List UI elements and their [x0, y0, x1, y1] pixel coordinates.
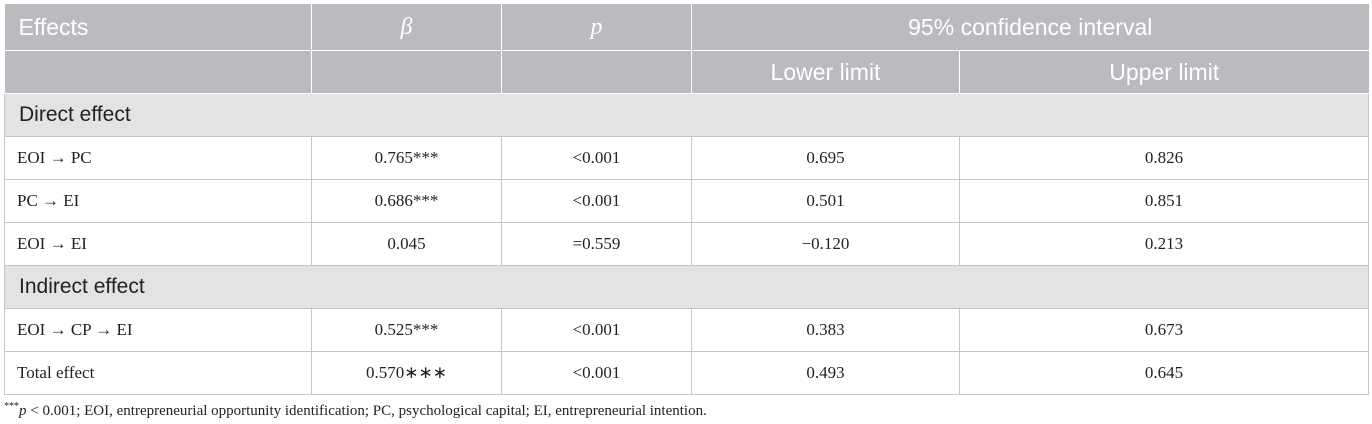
- header-blank: [501, 50, 692, 94]
- footnote-p: p: [19, 403, 27, 419]
- cell-beta: 0.045: [311, 222, 502, 266]
- header-effects: Effects: [4, 4, 312, 51]
- cell-beta: 0.525***: [311, 308, 502, 352]
- section-title-indirect: Indirect effect: [4, 265, 1369, 309]
- cell-effect: EOI → EI: [4, 222, 312, 266]
- cell-upper: 0.213: [959, 222, 1369, 266]
- cell-lower: 0.383: [691, 308, 960, 352]
- cell-p: <0.001: [501, 351, 692, 395]
- cell-effect: Total effect: [4, 351, 312, 395]
- cell-upper: 0.673: [959, 308, 1369, 352]
- table-container: Effects β p 95% confidence interval Lowe…: [4, 4, 1369, 420]
- cell-lower: −0.120: [691, 222, 960, 266]
- cell-lower: 0.493: [691, 351, 960, 395]
- section-row: Indirect effect: [4, 265, 1369, 309]
- header-ci: 95% confidence interval: [691, 4, 1369, 51]
- cell-lower: 0.695: [691, 136, 960, 180]
- section-row: Direct effect: [4, 93, 1369, 137]
- table-row: EOI → CP → EI 0.525*** <0.001 0.383 0.67…: [4, 308, 1369, 352]
- table-footnote: ***p < 0.001; EOI, entrepreneurial oppor…: [4, 401, 1368, 420]
- header-upper-limit: Upper limit: [959, 50, 1369, 94]
- cell-effect: EOI → PC: [4, 136, 312, 180]
- section-title-direct: Direct effect: [4, 93, 1369, 137]
- footnote-stars: ***: [4, 401, 19, 412]
- cell-beta: 0.570∗∗∗: [311, 351, 502, 395]
- header-p: p: [501, 4, 692, 51]
- cell-p: <0.001: [501, 179, 692, 223]
- cell-upper: 0.645: [959, 351, 1369, 395]
- header-beta: β: [311, 4, 502, 51]
- cell-lower: 0.501: [691, 179, 960, 223]
- cell-upper: 0.851: [959, 179, 1369, 223]
- cell-effect: PC → EI: [4, 179, 312, 223]
- header-blank: [4, 50, 312, 94]
- cell-effect: EOI → CP → EI: [4, 308, 312, 352]
- table-row: EOI → EI 0.045 =0.559 −0.120 0.213: [4, 222, 1369, 266]
- header-blank: [311, 50, 502, 94]
- cell-beta: 0.686***: [311, 179, 502, 223]
- footnote-text: < 0.001; EOI, entrepreneurial opportunit…: [26, 403, 707, 419]
- cell-upper: 0.826: [959, 136, 1369, 180]
- table-row: Total effect 0.570∗∗∗ <0.001 0.493 0.645: [4, 351, 1369, 395]
- cell-p: <0.001: [501, 136, 692, 180]
- cell-p: <0.001: [501, 308, 692, 352]
- effects-table: Effects β p 95% confidence interval Lowe…: [4, 4, 1369, 395]
- cell-beta: 0.765***: [311, 136, 502, 180]
- table-row: EOI → PC 0.765*** <0.001 0.695 0.826: [4, 136, 1369, 180]
- header-lower-limit: Lower limit: [691, 50, 960, 94]
- table-row: PC → EI 0.686*** <0.001 0.501 0.851: [4, 179, 1369, 223]
- cell-p: =0.559: [501, 222, 692, 266]
